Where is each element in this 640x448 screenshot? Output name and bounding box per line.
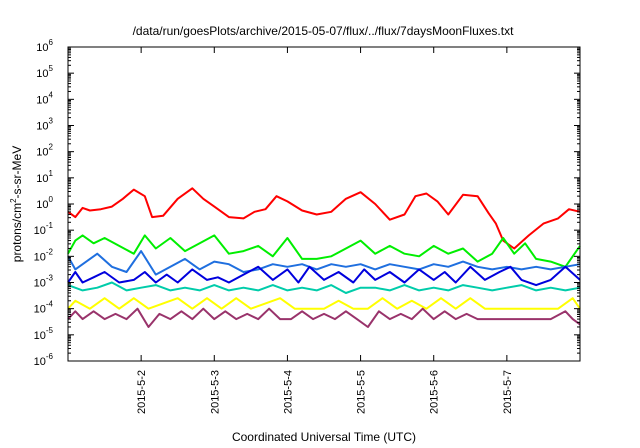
x-axis-label: Coordinated Universal Time (UTC) [232, 430, 416, 444]
x-tick-label: 2015-5-4 [282, 370, 294, 414]
y-tick-label: 10-5 [34, 326, 54, 342]
y-tick-label: 106 [36, 38, 53, 54]
y-tick-label: 103 [36, 117, 53, 133]
x-tick-label: 2015-5-6 [429, 370, 441, 414]
series-line-4 [67, 265, 581, 287]
series-line-2 [67, 234, 581, 268]
series-line-7 [67, 307, 581, 328]
y-axis-label: protons/cm2-s-sr-MeV [9, 146, 24, 262]
y-tick-label: 100 [36, 195, 53, 211]
y-axis: 10-6 10-5 10-4 10-3 10-2 10-1 100 101 102 103 104 1… [34, 38, 580, 368]
y-axis-label-sup: 2 [9, 198, 18, 203]
x-tick-label: 2015-5-2 [136, 370, 148, 414]
series-layer [67, 187, 581, 328]
y-tick-label: 10-3 [34, 274, 54, 290]
x-tick-label: 2015-5-7 [502, 370, 514, 414]
x-tick-label: 2015-5-5 [356, 370, 368, 414]
x-tick-label: 2015-5-3 [209, 370, 221, 414]
y-tick-label: 10-4 [34, 300, 54, 316]
x-axis: 2015-5-2 2015-5-3 2015-5-4 2015-5-5 2015-5-6… [136, 47, 514, 414]
series-line-3 [67, 250, 581, 276]
series-line-5 [67, 281, 581, 294]
y-tick-label: 10-1 [34, 221, 54, 237]
chart-title: /data/run/goesPlots/archive/2015-05-07/f… [133, 24, 515, 38]
series-line-6 [67, 297, 581, 310]
y-tick-label: 102 [36, 143, 53, 159]
y-tick-label: 104 [36, 90, 53, 106]
y-tick-label: 101 [36, 169, 53, 185]
y-tick-label: 105 [36, 64, 53, 80]
y-axis-label-rest: -s-sr-MeV [10, 146, 24, 199]
y-tick-label: 10-2 [34, 247, 54, 263]
y-tick-label: 10-6 [34, 352, 54, 368]
y-axis-label-base: protons/cm [10, 203, 24, 262]
series-line-1 [67, 187, 581, 250]
